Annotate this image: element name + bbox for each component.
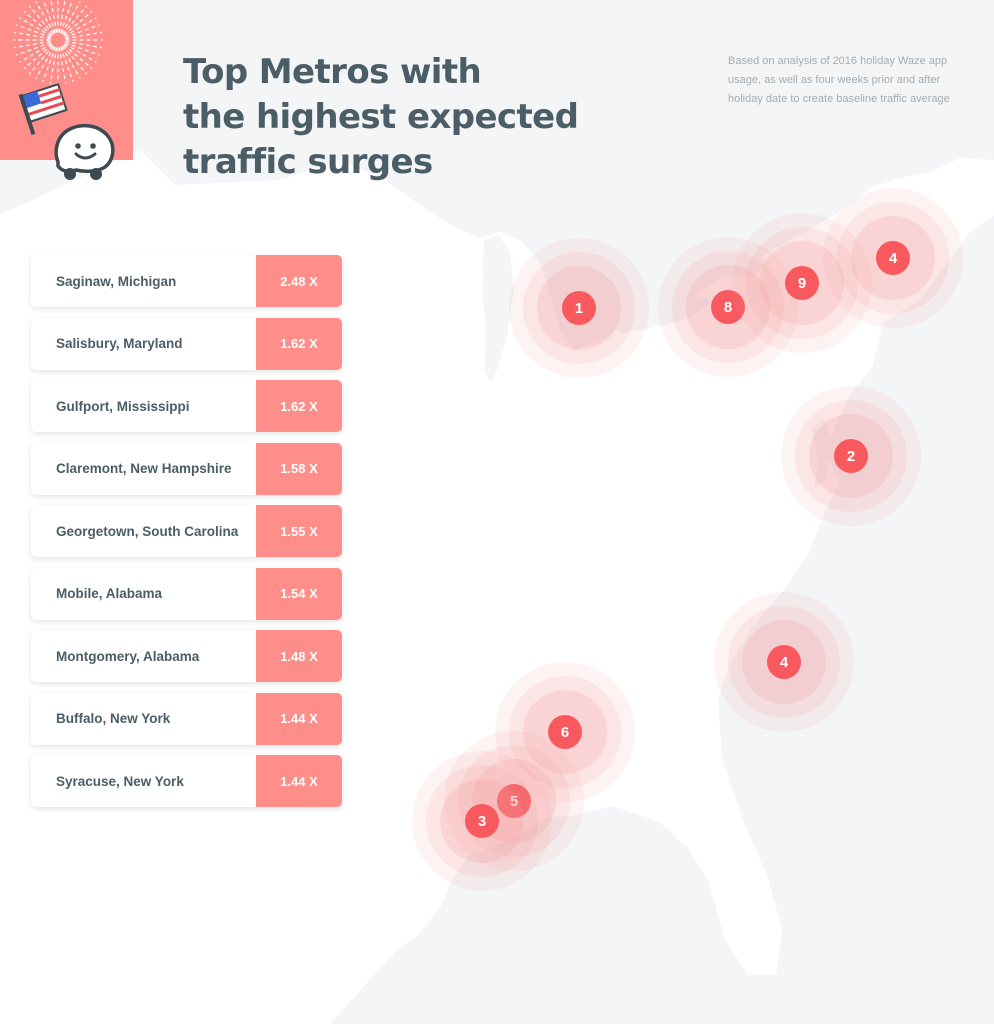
map-marker: 4 (714, 592, 854, 732)
marker-core (767, 645, 801, 679)
waze-mascot-icon (54, 123, 115, 180)
city-name: Claremont, New Hampshire (56, 461, 232, 476)
lake-erie (612, 292, 712, 334)
marker-core (497, 784, 531, 818)
marker-core (785, 266, 819, 300)
list-item: Syracuse, New York 1.44 X (31, 755, 342, 807)
title-line: the highest expected (183, 97, 579, 137)
map-marker: 3 (412, 751, 552, 891)
surge-multiplier: 1.55 X (256, 505, 342, 557)
northern-lakes (360, 122, 470, 168)
list-item: Gulfport, Mississippi 1.62 X (31, 380, 342, 432)
metro-ranking-list: Saginaw, Michigan 2.48 X Salisbury, Maryl… (31, 255, 342, 818)
note-line: Based on analysis of 2016 holiday Waze a… (728, 55, 948, 67)
list-item: Saginaw, Michigan 2.48 X (31, 255, 342, 307)
surge-multiplier: 1.54 X (256, 567, 342, 620)
title-line: traffic surges (183, 142, 433, 182)
marker-core (834, 439, 868, 473)
city-name: Georgetown, South Carolina (56, 523, 239, 539)
surge-multiplier: 1.44 X (256, 755, 342, 807)
surge-multiplier: 1.48 X (256, 630, 342, 682)
surge-multiplier: 2.48 X (256, 255, 342, 307)
marker-label: 6 (561, 724, 569, 741)
city-name: Montgomery, Alabama (56, 648, 200, 664)
list-item: Salisbury, Maryland 1.62 X (31, 317, 342, 370)
map-marker: 2 (781, 386, 921, 526)
marker-label: 9 (798, 275, 806, 292)
marker-core (562, 291, 596, 325)
city-name: Syracuse, New York (56, 773, 184, 789)
marker-label: 4 (889, 250, 898, 267)
methodology-note: Based on analysis of 2016 holiday Waze a… (728, 52, 968, 109)
note-line: holiday date to create baseline traffic … (728, 93, 950, 105)
city-name: Gulfport, Mississippi (56, 398, 190, 414)
surge-multiplier: 1.62 X (256, 317, 342, 370)
list-item: Buffalo, New York 1.44 X (31, 692, 342, 745)
title-line: Top Metros with (183, 52, 482, 92)
marker-label: 5 (510, 793, 518, 810)
list-item: Claremont, New Hampshire 1.58 X (31, 442, 342, 495)
lake-michigan (482, 234, 514, 382)
list-item: Georgetown, South Carolina 1.55 X (31, 505, 342, 557)
us-flag-icon (18, 82, 68, 135)
marker-label: 2 (847, 448, 855, 465)
city-name: Saginaw, Michigan (56, 273, 177, 289)
surge-markers: 1 8 9 4 2 4 6 5 3 (412, 188, 963, 891)
map-marker: 6 (495, 662, 635, 802)
map-marker: 9 (732, 213, 872, 353)
map-marker: 4 (823, 188, 963, 328)
map-marker: 8 (658, 237, 798, 377)
marker-label: 1 (575, 300, 583, 317)
surge-multiplier: 1.58 X (256, 442, 342, 495)
lake-ontario (712, 252, 770, 276)
city-name: Mobile, Alabama (56, 586, 163, 601)
marker-label: 8 (724, 299, 732, 316)
marker-label: 3 (478, 813, 486, 830)
marker-core (711, 290, 745, 324)
note-line: usage, as well as four weeks prior and a… (728, 74, 941, 86)
surge-multiplier: 1.44 X (256, 692, 342, 745)
page-title: Top Metros with the highest expected tra… (183, 50, 579, 185)
marker-label: 4 (780, 654, 789, 671)
marker-core (876, 241, 910, 275)
surge-multiplier: 1.62 X (256, 380, 342, 432)
chesapeake-bay (812, 418, 832, 490)
list-item: Mobile, Alabama 1.54 X (31, 567, 342, 620)
city-name: Salisbury, Maryland (56, 336, 183, 351)
marker-core (465, 804, 499, 838)
city-name: Buffalo, New York (56, 711, 171, 726)
fireworks-icon (13, 0, 103, 85)
list-item: Montgomery, Alabama 1.48 X (31, 630, 342, 682)
marker-core (548, 715, 582, 749)
map-marker: 1 (509, 238, 649, 378)
